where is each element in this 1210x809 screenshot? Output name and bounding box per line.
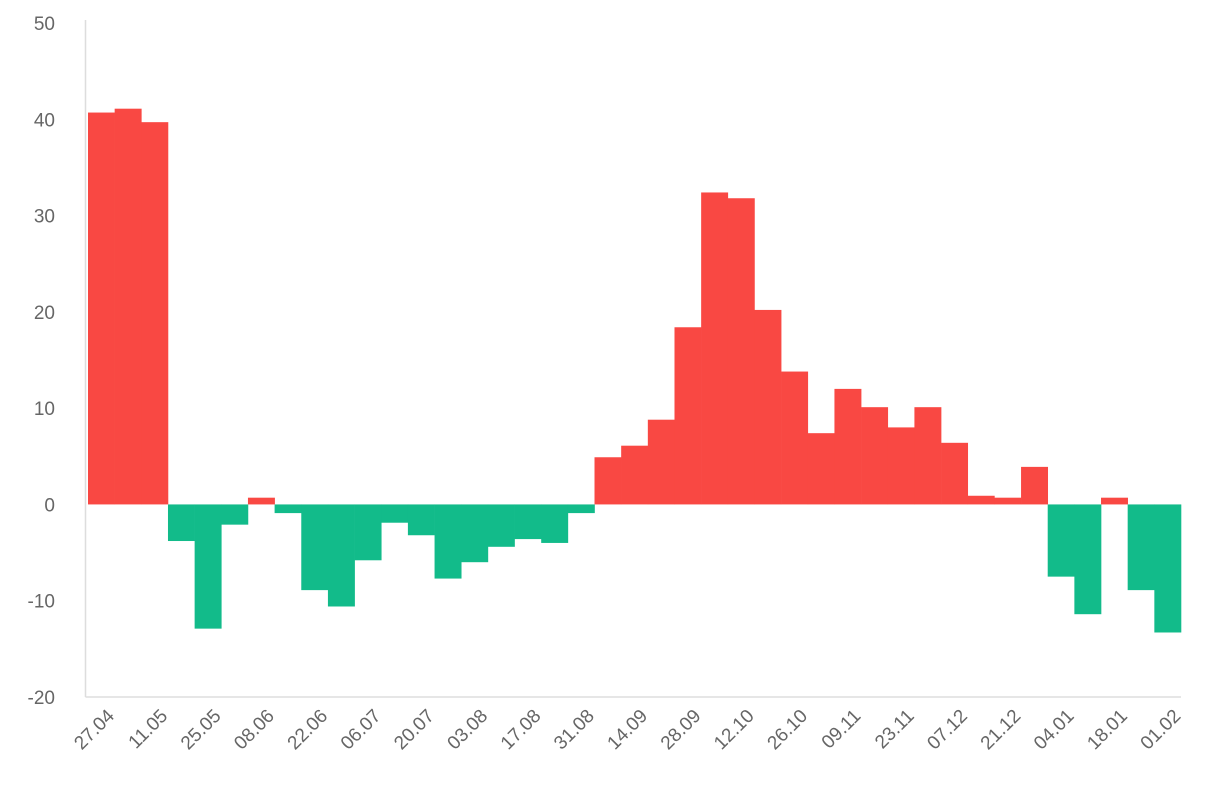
bar-10.08	[487, 504, 515, 547]
x-tick-label: 25.05	[177, 706, 225, 754]
x-tick-label: 06.07	[337, 706, 385, 754]
bar-11.01	[1074, 504, 1102, 615]
bar-05.10	[701, 192, 729, 505]
bar-15.06	[274, 504, 302, 514]
bar-25.01	[1127, 504, 1155, 591]
bars-layer	[88, 108, 1182, 633]
bar-28.12	[1021, 466, 1049, 505]
x-tick-label: 26.10	[764, 706, 812, 754]
y-tick-label: -10	[28, 592, 55, 613]
bar-09.11	[834, 388, 862, 505]
bar-27.04	[88, 112, 115, 505]
bar-13.07	[381, 504, 409, 523]
y-tick-label: -20	[28, 688, 55, 709]
x-tick-label: 09.11	[818, 706, 865, 753]
axes-layer	[84, 20, 1181, 698]
x-tick-label: 01.02	[1137, 706, 1185, 754]
bar-01.06	[221, 504, 249, 525]
bar-04.05	[114, 108, 142, 505]
bar-21.12	[994, 497, 1022, 505]
x-tick-label: 11.05	[125, 706, 172, 753]
bar-02.11	[807, 433, 835, 505]
x-tick-label: 17.08	[497, 706, 545, 754]
bar-18.01	[1101, 497, 1128, 505]
bar-14.12	[967, 495, 995, 505]
bar-06.07	[354, 504, 382, 561]
bar-14.09	[621, 445, 649, 505]
bar-27.07	[434, 504, 462, 579]
y-axis-ticks: 50 40 30 20 10 0 -10 -20	[28, 14, 55, 709]
x-tick-label: 07.12	[923, 706, 971, 754]
bar-16.11	[861, 407, 889, 505]
bar-31.08	[567, 504, 595, 514]
bar-20.07	[407, 504, 435, 536]
bar-30.11	[914, 407, 942, 505]
bar-22.06	[301, 504, 329, 591]
bar-08.06	[247, 497, 275, 505]
x-tick-label: 27.04	[70, 705, 119, 754]
bar-21.09	[647, 419, 675, 505]
bar-19.10	[754, 309, 782, 505]
bar-24.08	[541, 504, 569, 543]
x-tick-label: 03.08	[444, 706, 492, 754]
bar-17.08	[514, 504, 542, 540]
y-tick-label: 0	[44, 495, 55, 516]
y-tick-label: 10	[34, 399, 55, 420]
bar-03.08	[461, 504, 489, 563]
bar-12.10	[727, 198, 755, 505]
bar-07.09	[594, 457, 622, 505]
x-tick-label: 04.01	[1030, 706, 1078, 754]
x-tick-label: 08.06	[230, 706, 278, 754]
bar-25.05	[194, 504, 222, 629]
y-tick-label: 20	[34, 303, 55, 324]
x-tick-label: 21.12	[977, 706, 1025, 754]
x-tick-label: 20.07	[390, 706, 438, 754]
bar-28.09	[674, 327, 702, 505]
x-axis-ticks: 27.04 11.05 25.05 08.06 22.06 06.07 20.07 03.08…	[70, 705, 1185, 754]
bar-18.05	[167, 504, 195, 542]
x-tick-label: 22.06	[284, 706, 332, 754]
x-tick-label: 18.01	[1083, 706, 1131, 754]
x-tick-label: 14.09	[604, 706, 652, 754]
bar-23.11	[887, 427, 915, 505]
x-tick-label: 28.09	[657, 706, 705, 754]
bar-07.12	[941, 442, 969, 505]
bar-26.10	[781, 371, 809, 505]
bar-01.02	[1154, 504, 1182, 633]
y-tick-label: 40	[34, 110, 55, 131]
x-tick-label: 31.08	[550, 706, 598, 754]
x-tick-label: 23.11	[871, 706, 918, 753]
bar-11.05	[141, 122, 169, 505]
y-tick-label: 30	[34, 207, 55, 228]
y-tick-label: 50	[34, 14, 55, 35]
bar-29.06	[327, 504, 355, 607]
bar-04.01	[1047, 504, 1075, 577]
x-tick-label: 12.10	[710, 706, 758, 754]
